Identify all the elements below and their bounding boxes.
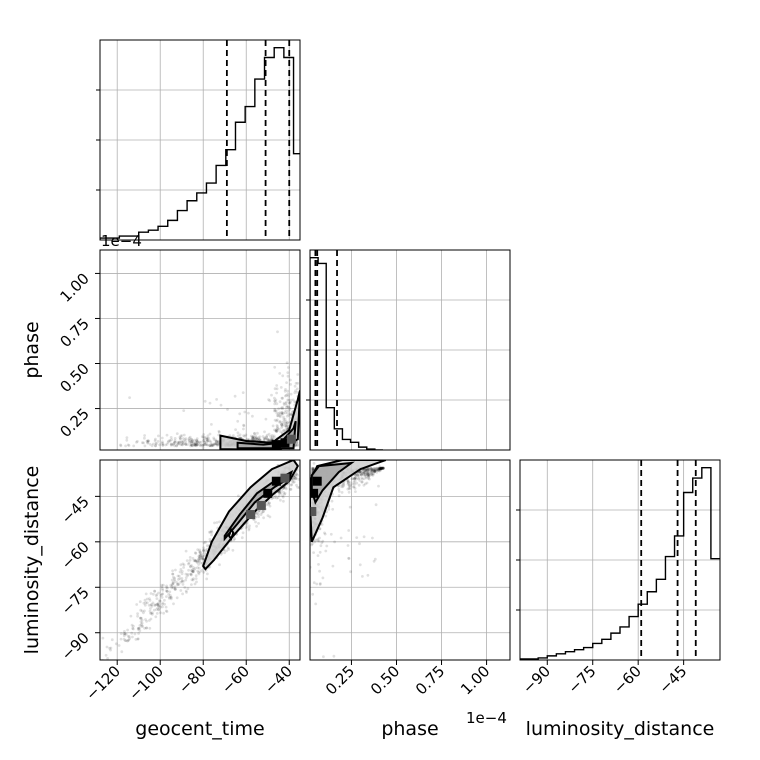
density-content xyxy=(310,460,510,660)
y-offset-text-phase: 1e−4 xyxy=(101,232,142,250)
density-peak-4 xyxy=(246,510,256,520)
density-peak-1 xyxy=(271,440,281,450)
density-panel-luminosity-distance-vs-geocent-time xyxy=(99,459,301,661)
density-peak-1 xyxy=(271,476,281,486)
x-tick-label-geocent-time-0: −120 xyxy=(82,662,124,704)
panel-frame xyxy=(99,459,301,661)
panel-frame xyxy=(99,249,301,451)
hist-panel-luminosity-distance xyxy=(516,459,721,661)
density-panel-luminosity-distance-vs-phase xyxy=(309,459,511,661)
contour-inner xyxy=(236,420,297,450)
panel-frame xyxy=(99,39,301,241)
x-tick-label-luminosity-distance-0: −90 xyxy=(519,662,554,697)
density-peak-2 xyxy=(280,473,290,483)
contour-inner xyxy=(310,461,355,505)
x-tick-label-geocent-time-1: −100 xyxy=(125,662,167,704)
x-offset-text-phase: 1e−4 xyxy=(466,709,507,727)
density-peak-0 xyxy=(280,438,290,448)
histogram-phase xyxy=(310,256,383,450)
contour-core xyxy=(227,527,235,541)
density-peak-2 xyxy=(310,507,317,517)
y-tick-label-phase-2: 0.75 xyxy=(56,315,92,351)
x-tick-label-phase-2: 0.75 xyxy=(412,662,448,698)
panel-frame xyxy=(309,459,511,661)
scatter-cloud xyxy=(119,330,300,450)
density-peak-0 xyxy=(263,488,273,498)
y-tick-label-luminosity-distance-2: −60 xyxy=(58,538,93,573)
y-tick-label-luminosity-distance-1: −75 xyxy=(58,583,93,618)
histogram-geocent-time xyxy=(100,46,300,240)
density-peak-1 xyxy=(312,476,322,486)
panel-frame xyxy=(309,249,511,451)
hist-panel-geocent-time xyxy=(96,39,301,241)
x-tick-label-phase-0: 0.25 xyxy=(322,662,358,698)
density-panel-phase-vs-geocent-time xyxy=(99,249,301,451)
y-tick-label-phase-3: 1.00 xyxy=(56,270,92,306)
x-axis-label-geocent-time: geocent_time xyxy=(135,718,264,740)
panel-frame xyxy=(519,459,721,661)
hist-panel-phase xyxy=(306,249,511,451)
x-tick-label-geocent-time-3: −60 xyxy=(218,662,253,697)
density-peak-3 xyxy=(256,500,266,510)
x-axis-label-luminosity-distance: luminosity_distance xyxy=(526,718,715,740)
y-tick-label-phase-1: 0.50 xyxy=(56,360,92,396)
y-axis-label-phase: phase xyxy=(21,321,43,378)
density-peak-2 xyxy=(286,434,296,444)
x-tick-label-luminosity-distance-3: −45 xyxy=(655,662,690,697)
y-tick-label-luminosity-distance-3: −45 xyxy=(58,492,93,527)
density-content xyxy=(100,250,300,450)
density-peak-0 xyxy=(310,488,319,498)
x-tick-label-phase-3: 1.00 xyxy=(457,662,493,698)
histogram-luminosity-distance xyxy=(520,466,720,660)
x-tick-label-luminosity-distance-2: −60 xyxy=(610,662,645,697)
y-tick-label-luminosity-distance-0: −90 xyxy=(58,629,93,664)
x-tick-label-luminosity-distance-1: −75 xyxy=(564,662,599,697)
y-axis-label-luminosity-distance: luminosity_distance xyxy=(21,466,43,655)
y-tick-label-phase-0: 0.25 xyxy=(56,405,92,441)
x-tick-label-geocent-time-2: −80 xyxy=(175,662,210,697)
density-content xyxy=(100,460,300,660)
x-tick-label-geocent-time-4: −40 xyxy=(261,662,296,697)
x-axis-label-phase: phase xyxy=(381,718,438,740)
x-tick-label-phase-1: 0.50 xyxy=(367,662,403,698)
